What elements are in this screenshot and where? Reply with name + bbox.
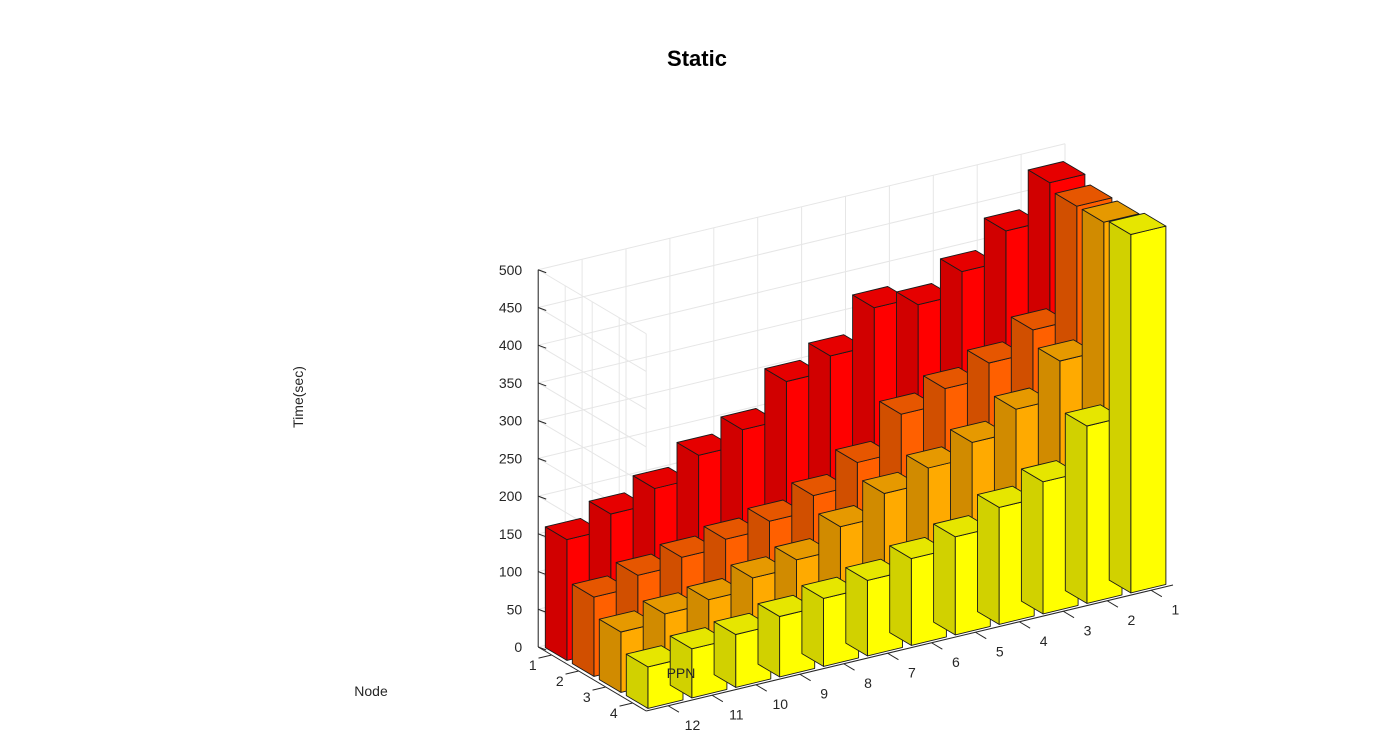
ppn-tick xyxy=(1062,610,1075,619)
time-tick xyxy=(538,382,547,387)
time-tick-label: 100 xyxy=(499,564,523,580)
ppn-tick-label: 3 xyxy=(1084,623,1092,639)
ppn-tick-label: 12 xyxy=(685,717,701,733)
node-axis-label: Node xyxy=(354,683,388,699)
node-tick xyxy=(565,670,579,675)
node-tick-label: 1 xyxy=(529,657,537,673)
ppn-tick xyxy=(755,684,768,692)
ppn-tick xyxy=(931,642,943,650)
time-tick xyxy=(538,495,547,500)
bar-node4-ppn1 xyxy=(1108,212,1167,594)
node-tick xyxy=(538,654,552,659)
time-tick-label: 0 xyxy=(514,639,522,655)
bar-face-side xyxy=(1020,468,1044,615)
time-tick-label: 200 xyxy=(499,488,523,504)
ppn-tick xyxy=(1019,621,1031,629)
time-tick xyxy=(538,646,547,651)
ppn-tick xyxy=(887,652,899,661)
node-tick-label: 2 xyxy=(556,673,564,689)
node-tick xyxy=(619,702,633,707)
chart-title: Static xyxy=(667,46,727,71)
bar-face-front xyxy=(1130,225,1167,594)
time-tick xyxy=(538,269,547,274)
node-axis-line xyxy=(537,646,647,712)
time-tick xyxy=(538,344,547,349)
bar-face-side xyxy=(544,526,568,661)
node-tick-label: 3 xyxy=(583,689,591,705)
ppn-tick xyxy=(843,663,855,671)
bar-face-side xyxy=(1108,221,1132,594)
time-tick-label: 300 xyxy=(499,413,523,429)
ppn-tick-label: 2 xyxy=(1128,612,1136,628)
bar-face-side xyxy=(977,494,1000,625)
time-tick-label: 250 xyxy=(499,450,523,466)
axes: 1234567891011121234050100150200250300350… xyxy=(499,262,1180,733)
ppn-tick xyxy=(711,694,724,703)
ppn-tick-label: 5 xyxy=(996,644,1004,660)
ppn-axis-label: PPN xyxy=(667,665,696,681)
ppn-tick xyxy=(667,705,680,713)
ppn-tick xyxy=(975,631,987,640)
ppn-tick xyxy=(1106,600,1119,608)
time-tick xyxy=(538,307,547,311)
time-tick xyxy=(538,420,547,425)
ppn-tick-label: 11 xyxy=(729,707,744,723)
ppn-tick-label: 1 xyxy=(1171,602,1179,618)
time-tick-label: 350 xyxy=(499,375,523,391)
bar-face-side xyxy=(933,523,956,636)
time-tick-label: 500 xyxy=(499,262,523,278)
bar-face-side xyxy=(889,545,912,646)
bar-face-top xyxy=(1108,212,1167,235)
bar-face-top xyxy=(1027,161,1086,184)
time-tick-label: 400 xyxy=(499,337,523,353)
ppn-axis-line xyxy=(646,584,1174,712)
bar-face-top xyxy=(1054,184,1113,207)
ppn-tick-label: 8 xyxy=(864,675,872,691)
bars xyxy=(544,161,1167,709)
time-tick xyxy=(538,457,547,462)
ppn-tick-label: 10 xyxy=(772,696,788,712)
time-tick-label: 150 xyxy=(499,526,523,542)
ppn-tick xyxy=(1150,589,1163,598)
ppn-tick-label: 4 xyxy=(1040,633,1048,649)
ppn-tick-label: 7 xyxy=(908,665,916,681)
ppn-tick-label: 9 xyxy=(820,686,828,702)
bar-face-side xyxy=(571,583,595,677)
node-tick xyxy=(592,686,606,691)
ppn-tick-label: 6 xyxy=(952,654,960,670)
bar-face-side xyxy=(801,585,824,667)
time-tick-label: 450 xyxy=(499,299,523,315)
bar-face-side xyxy=(845,567,868,657)
ppn-tick xyxy=(799,673,811,682)
node-tick-label: 4 xyxy=(610,705,618,721)
bar-face-side xyxy=(1064,412,1088,604)
time-axis-label: Time(sec) xyxy=(290,366,306,428)
bar-face-top xyxy=(1081,200,1140,223)
time-tick-label: 50 xyxy=(507,601,523,617)
